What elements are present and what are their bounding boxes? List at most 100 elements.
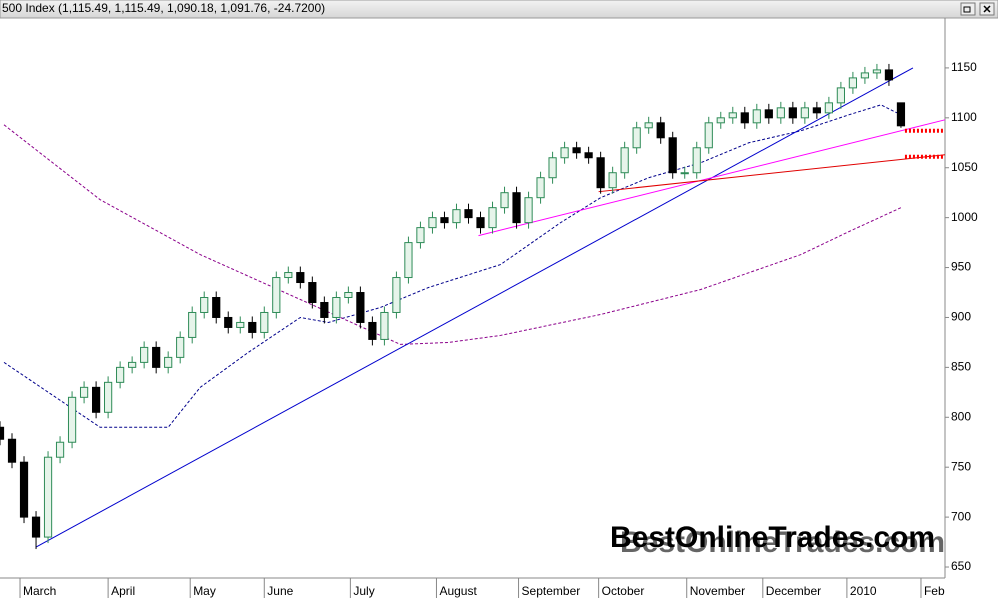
restore-button[interactable] bbox=[960, 2, 976, 16]
candle-body bbox=[548, 157, 557, 179]
x-tick-label: September bbox=[522, 584, 581, 598]
candle-body bbox=[740, 112, 749, 124]
candle-body bbox=[128, 361, 137, 368]
y-tick-label: 900 bbox=[951, 310, 971, 324]
x-tick-label: March bbox=[23, 584, 56, 598]
candle-body bbox=[176, 336, 185, 358]
restore-icon bbox=[963, 6, 971, 13]
candle-body bbox=[368, 321, 377, 340]
x-tick-label: June bbox=[267, 584, 293, 598]
candle-body bbox=[140, 346, 149, 363]
watermark: BestOnlineTrades.com bbox=[610, 521, 935, 554]
candle-body bbox=[67, 396, 77, 443]
y-tick-label: 1150 bbox=[951, 60, 977, 74]
candle-body bbox=[596, 157, 605, 189]
candle-body bbox=[788, 107, 797, 119]
candle-body bbox=[152, 346, 161, 368]
candle-body bbox=[43, 456, 53, 538]
candle-body bbox=[320, 301, 329, 318]
candle-body bbox=[356, 292, 365, 323]
candle-body bbox=[680, 172, 689, 175]
y-tick-label: 800 bbox=[951, 409, 971, 423]
x-tick-label: April bbox=[111, 584, 135, 598]
x-tick-label: May bbox=[193, 584, 216, 598]
candle-body bbox=[536, 177, 545, 199]
candle-body bbox=[116, 366, 125, 383]
candle-body bbox=[716, 117, 725, 124]
y-tick-label: 1050 bbox=[951, 160, 978, 174]
candle-body bbox=[488, 207, 497, 229]
candle-body bbox=[236, 321, 245, 328]
y-tick-label: 650 bbox=[951, 559, 971, 573]
x-tick-label: Feb bbox=[924, 584, 945, 598]
candle-body bbox=[272, 277, 281, 313]
candle-body bbox=[896, 102, 906, 127]
candle-body bbox=[476, 217, 485, 229]
chart-title: 500 Index (1,115.49, 1,115.49, 1,090.18,… bbox=[2, 1, 325, 15]
candle-body bbox=[332, 297, 341, 318]
candle-body bbox=[380, 311, 389, 340]
x-tick-label: December bbox=[766, 584, 821, 598]
candle-body bbox=[608, 172, 617, 189]
candle-body bbox=[764, 109, 773, 119]
candle-body bbox=[656, 122, 665, 139]
candle-body bbox=[752, 109, 761, 124]
y-tick-label: 1000 bbox=[951, 210, 978, 224]
candle-body bbox=[668, 137, 677, 174]
x-tick-label: August bbox=[439, 584, 477, 598]
candle-body bbox=[164, 356, 173, 368]
candle-body bbox=[836, 87, 845, 104]
x-tick-label: 2010 bbox=[850, 584, 877, 598]
candle-body bbox=[812, 107, 821, 114]
candle-body bbox=[79, 386, 89, 398]
candle-body bbox=[632, 127, 641, 149]
candle-body bbox=[620, 147, 629, 174]
y-tick-label: 750 bbox=[951, 459, 971, 473]
window-buttons[interactable] bbox=[960, 2, 995, 16]
candle-body bbox=[344, 292, 353, 299]
overlay-line bbox=[478, 119, 946, 237]
candle-body bbox=[260, 311, 269, 333]
candle-body bbox=[692, 147, 701, 174]
candle-body bbox=[308, 282, 317, 303]
x-tick-label: November bbox=[690, 584, 745, 598]
candle-body bbox=[104, 381, 113, 413]
x-tick-label: July bbox=[353, 584, 374, 598]
watermark-shadow: BestOnlineTrades.com bbox=[620, 526, 945, 559]
candle-body bbox=[404, 242, 413, 279]
candle-body bbox=[55, 441, 65, 458]
candle-body bbox=[188, 311, 197, 338]
candle-body bbox=[704, 122, 713, 149]
candle-body bbox=[31, 516, 41, 538]
candle-body bbox=[440, 217, 449, 224]
candle-body bbox=[848, 77, 858, 89]
overlay-line bbox=[598, 154, 946, 193]
candle-body bbox=[416, 227, 425, 244]
candle-body bbox=[392, 277, 401, 313]
candle-body bbox=[464, 209, 473, 219]
candle-body bbox=[224, 316, 233, 328]
candle-body bbox=[572, 147, 581, 154]
y-tick-label: 950 bbox=[951, 260, 971, 274]
candle-body bbox=[0, 426, 5, 440]
y-tick-label: 700 bbox=[951, 509, 971, 523]
candle-body bbox=[19, 461, 29, 518]
candle-body bbox=[560, 147, 569, 159]
overlay-line bbox=[3, 124, 902, 345]
candle-body bbox=[212, 297, 221, 318]
y-tick-label: 1100 bbox=[951, 110, 977, 124]
candle-body bbox=[7, 438, 17, 463]
y-tick-label: 850 bbox=[951, 360, 971, 374]
candle-body bbox=[428, 217, 437, 229]
candle-body bbox=[91, 386, 101, 413]
candle-body bbox=[512, 192, 521, 224]
overlay-line bbox=[35, 67, 914, 548]
candle-body bbox=[500, 192, 509, 209]
candle-body bbox=[296, 272, 305, 284]
candle-body bbox=[644, 122, 653, 129]
candle-body bbox=[872, 69, 882, 74]
candle-body bbox=[452, 209, 461, 224]
candle-body bbox=[584, 152, 593, 159]
candle-body bbox=[284, 272, 293, 279]
overlay-line bbox=[3, 104, 898, 428]
